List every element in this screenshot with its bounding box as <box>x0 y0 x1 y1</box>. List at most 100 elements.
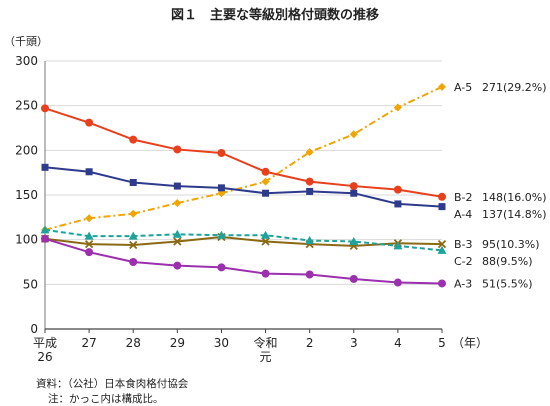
data-point <box>393 278 402 287</box>
series-B-3: B-3 95(10.3%) <box>40 232 540 251</box>
series-A-5: A-5 271(29.2%) <box>41 81 547 234</box>
data-point <box>438 82 446 91</box>
data-point <box>261 167 270 176</box>
data-point <box>85 118 94 127</box>
series-end-value-label: 137(14.8%) <box>482 208 547 221</box>
data-point <box>129 178 137 186</box>
data-point <box>41 163 49 171</box>
x-tick-label: 4 <box>394 336 402 350</box>
data-point <box>129 258 138 266</box>
series-name-label: C-2 <box>454 255 473 268</box>
series-B-2: B-2 148(16.0%) <box>41 104 547 204</box>
x-tick-label: 28 <box>126 336 141 350</box>
y-tick-label: 300 <box>15 54 38 68</box>
x-tick-label: 27 <box>81 336 96 350</box>
series-line <box>44 107 443 198</box>
data-point <box>129 135 138 144</box>
series-A-3: A-3 51(5.5%) <box>41 234 533 290</box>
y-tick-label: 200 <box>15 143 38 157</box>
x-tick-label: 5 <box>438 336 446 350</box>
data-point <box>261 237 270 246</box>
data-point <box>349 182 358 191</box>
series-name-label: B-2 <box>454 191 473 204</box>
series-C-2: C-2 88(9.5%) <box>40 225 533 268</box>
data-point <box>84 239 94 249</box>
data-point <box>394 200 402 208</box>
data-point <box>305 270 314 279</box>
x-tick-label: 29 <box>170 336 185 350</box>
data-point <box>129 209 138 218</box>
data-point <box>173 145 182 154</box>
data-point <box>349 236 359 245</box>
chart-title: 図１ 主要な等級別格付頭数の推移 <box>171 7 379 23</box>
data-point <box>350 189 358 197</box>
series-end-value-label: 95(10.3%) <box>482 238 540 251</box>
data-point <box>173 261 182 270</box>
data-point <box>305 236 315 245</box>
data-point <box>41 104 49 113</box>
source-note: 資料：（公社）日本食肉格付協会 <box>36 378 189 390</box>
data-point <box>217 263 226 272</box>
series-line <box>44 166 443 208</box>
data-point <box>172 229 182 238</box>
data-point <box>173 237 182 246</box>
series-name-label: B-3 <box>454 238 473 251</box>
y-tick-label: 150 <box>15 188 38 202</box>
data-point <box>306 187 314 195</box>
data-point <box>261 177 270 186</box>
x-tick-label: 令和元 <box>254 335 278 364</box>
data-point <box>216 230 226 239</box>
series-line <box>44 228 443 252</box>
data-point <box>128 231 138 240</box>
series-end-value-label: 51(5.5%) <box>482 277 533 290</box>
data-point <box>173 199 182 208</box>
x-axis-unit: （年） <box>452 336 488 350</box>
data-point <box>438 279 446 288</box>
data-point <box>217 149 226 158</box>
caption-note: 注：かっこ内は構成比。 <box>48 393 164 405</box>
x-tick-label: 3 <box>350 336 358 350</box>
data-point <box>173 182 181 190</box>
data-point <box>349 274 358 283</box>
data-point <box>393 185 402 194</box>
data-point <box>393 241 403 250</box>
series-end-value-label: 271(29.2%) <box>482 81 547 94</box>
y-tick-label: 250 <box>15 99 38 113</box>
series-end-value-label: 88(9.5%) <box>482 255 533 268</box>
data-point <box>438 192 446 201</box>
data-point <box>85 168 93 176</box>
y-tick-label: 100 <box>15 233 38 247</box>
data-point <box>129 240 138 250</box>
series-name-label: A-5 <box>454 81 472 94</box>
series-line <box>44 237 443 285</box>
data-point <box>437 245 447 254</box>
data-point <box>261 230 271 239</box>
data-point <box>305 177 314 186</box>
data-point <box>349 130 358 139</box>
data-point <box>85 214 94 223</box>
data-point <box>261 269 270 278</box>
x-tick-label: 2 <box>306 336 314 350</box>
data-point <box>217 184 225 192</box>
data-point <box>437 239 447 249</box>
x-tick-label: 30 <box>214 336 229 350</box>
data-point <box>393 103 402 112</box>
y-axis-label: （千頭） <box>4 35 48 48</box>
x-tick-label: 平成 26 <box>33 336 57 364</box>
series-line <box>44 86 443 231</box>
data-point <box>41 234 49 243</box>
data-point <box>84 231 94 240</box>
y-tick-label: 50 <box>23 277 38 291</box>
data-point <box>262 189 270 197</box>
series-A-4: A-4 137(14.8%) <box>41 163 547 221</box>
series-name-label: A-4 <box>454 208 472 221</box>
data-point <box>305 148 314 157</box>
series-name-label: A-3 <box>454 277 472 290</box>
series-end-value-label: 148(16.0%) <box>482 191 547 204</box>
data-point <box>438 203 446 211</box>
data-point <box>85 248 94 257</box>
y-tick-label: 0 <box>30 322 38 336</box>
data-point <box>40 225 50 234</box>
